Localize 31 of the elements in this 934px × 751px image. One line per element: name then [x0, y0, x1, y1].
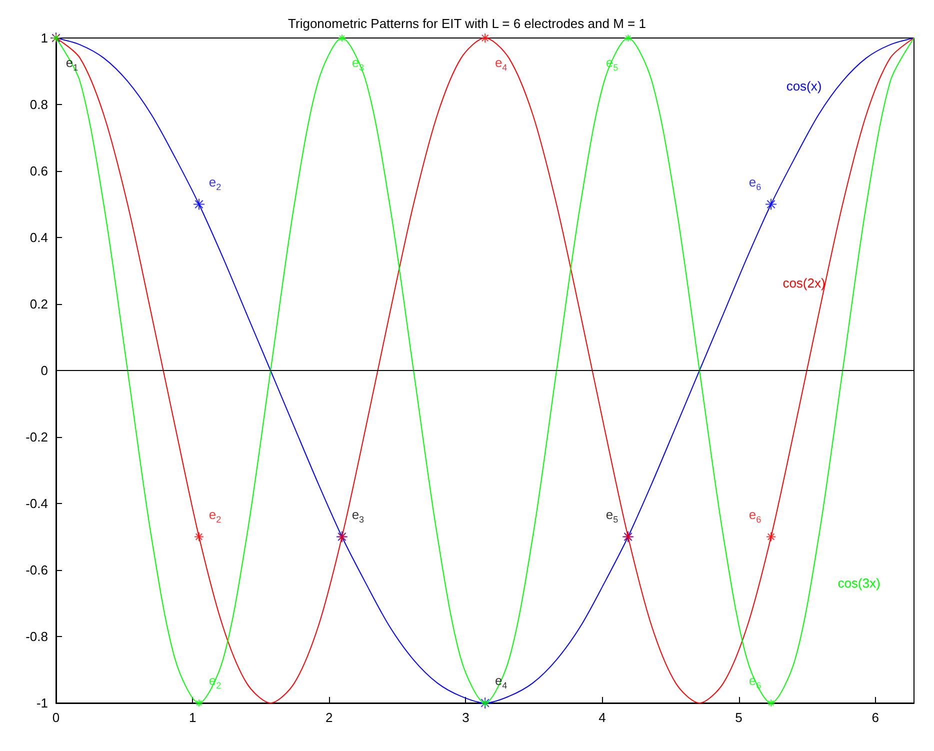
point [194, 699, 203, 707]
y-tick-label: -0.6 [26, 562, 48, 578]
chart-title: Trigonometric Patterns for EIT with L = 6 electrodes and M = 1 [288, 16, 646, 31]
point [194, 532, 204, 542]
x-tick-label: 6 [872, 710, 879, 725]
point [192, 198, 205, 210]
series-label: cos(x) [786, 78, 822, 94]
y-tick-label: 0 [40, 363, 48, 378]
point [767, 699, 776, 707]
series-label: cos(2x) [782, 276, 826, 290]
x-tick-label: 2 [326, 710, 333, 725]
y-tick-label: -0.2 [26, 430, 48, 444]
y-tick-label: 0.8 [30, 97, 48, 112]
point [624, 34, 632, 42]
series-label: cos(3x) [838, 576, 880, 590]
point [766, 532, 776, 542]
x-tick-label: 4 [598, 710, 606, 725]
y-tick-label: 0.6 [30, 164, 48, 178]
x-tick-label: 5 [735, 710, 742, 725]
x-tick-label: 1 [188, 710, 196, 725]
y-tick-label: -0.4 [26, 496, 48, 511]
y-tick-label: 0.4 [30, 230, 48, 245]
point [338, 34, 346, 42]
y-tick-label: -0.8 [26, 629, 48, 644]
y-tick-label: 0.2 [30, 296, 48, 312]
x-tick-label: 0 [52, 710, 60, 725]
y-tick-label: -1 [36, 696, 48, 710]
y-tick-label: 1 [40, 30, 48, 46]
x-tick-label: 3 [462, 710, 470, 725]
point [480, 33, 490, 43]
point [765, 198, 778, 210]
